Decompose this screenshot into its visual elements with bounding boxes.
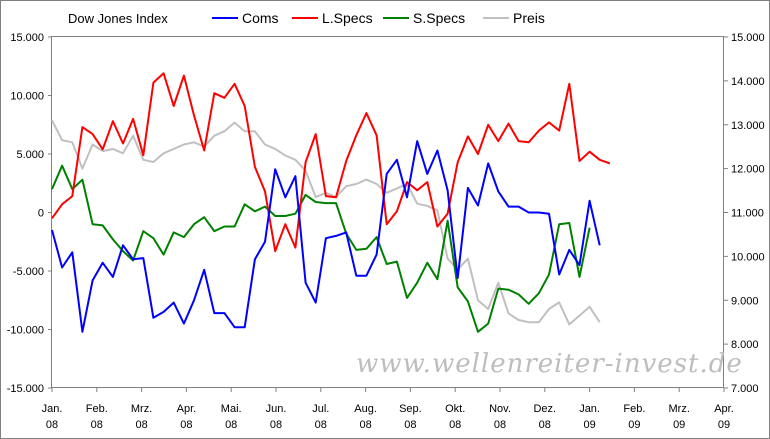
watermark-logo-text: www.wellenreiter-invest.de — [356, 349, 743, 379]
left-tick-label: -10.000 — [7, 325, 44, 337]
left-tick-label: 10.000 — [10, 91, 44, 103]
right-tick-label: 9.000 — [731, 295, 759, 307]
legend-label: Preis — [513, 10, 545, 26]
x-tick-label-month: Apr. — [177, 403, 197, 415]
right-tick-label: 10.000 — [731, 251, 765, 263]
x-tick-label-year: 08 — [135, 419, 147, 431]
x-axis: Jan. 08 Feb. 08 Mrz. 08 Apr. 08 Mai. 08 Jun. 08 Jul.… — [42, 388, 734, 431]
x-tick-label-year: 09 — [583, 419, 595, 431]
series-line-sspecs — [51, 164, 591, 333]
left-tick-label: 0 — [38, 208, 44, 220]
x-tick-label-year: 08 — [539, 419, 551, 431]
left-tick-label: -15.000 — [7, 383, 44, 395]
x-tick-label-year: 08 — [359, 419, 371, 431]
series-line-lspecs — [51, 72, 611, 253]
x-tick-label-year: 09 — [628, 419, 640, 431]
x-tick-label-year: 08 — [180, 419, 192, 431]
x-tick-label-year: 08 — [315, 419, 327, 431]
x-tick-label-year: 08 — [404, 419, 416, 431]
legend: Coms L.Specs S.Specs Preis — [212, 10, 545, 26]
x-tick-label-month: Mrz. — [131, 403, 152, 415]
x-tick-label-year: 08 — [91, 419, 103, 431]
right-y-axis: 15.000 14.000 13.000 12.000 11.000 10.000 9.00… — [724, 32, 765, 395]
right-tick-label: 13.000 — [731, 120, 765, 132]
x-tick-label-month: Mai. — [221, 403, 242, 415]
right-tick-label: 14.000 — [731, 76, 765, 88]
x-tick-label-month: Dez. — [533, 403, 556, 415]
x-tick-label-month: Okt. — [445, 403, 465, 415]
legend-label: Coms — [242, 10, 279, 26]
x-tick-label-year: 08 — [449, 419, 461, 431]
right-tick-label: 8.000 — [731, 339, 759, 351]
x-tick-label-month: Nov. — [489, 403, 511, 415]
x-tick-label-year: 09 — [718, 419, 730, 431]
x-tick-label-year: 08 — [46, 419, 58, 431]
x-tick-label-year: 08 — [270, 419, 282, 431]
x-tick-label-year: 08 — [225, 419, 237, 431]
x-tick-label-month: Feb. — [623, 403, 645, 415]
plot-area-frame — [51, 36, 724, 388]
x-tick-label-month: Sep. — [399, 403, 422, 415]
x-tick-label-month: Mrz. — [669, 403, 690, 415]
x-tick-label-month: Jul. — [312, 403, 329, 415]
right-tick-label: 7.000 — [731, 383, 759, 395]
x-tick-label-month: Jan. — [42, 403, 63, 415]
legend-label: S.Specs — [413, 10, 465, 26]
left-tick-label: 5.000 — [16, 149, 44, 161]
x-tick-label-month: Jan. — [579, 403, 600, 415]
series-line-coms — [51, 140, 601, 333]
x-tick-label-month: Feb. — [86, 403, 108, 415]
left-y-axis: 15.000 10.000 5.000 0 -5.000 -10.000 -15.000 — [7, 32, 52, 395]
right-tick-label: 12.000 — [731, 164, 765, 176]
series-layer — [51, 72, 611, 333]
x-tick-label-year: 09 — [673, 419, 685, 431]
legend-label: L.Specs — [322, 10, 373, 26]
x-tick-label-month: Apr. — [714, 403, 734, 415]
x-tick-label-year: 08 — [494, 419, 506, 431]
chart-title: Dow Jones Index — [68, 11, 168, 26]
left-tick-label: -5.000 — [13, 266, 44, 278]
left-tick-label: 15.000 — [10, 32, 44, 44]
right-tick-label: 11.000 — [731, 208, 764, 220]
x-tick-label-month: Jun. — [266, 403, 287, 415]
x-tick-label-month: Aug. — [354, 403, 377, 415]
right-tick-label: 15.000 — [731, 32, 765, 44]
